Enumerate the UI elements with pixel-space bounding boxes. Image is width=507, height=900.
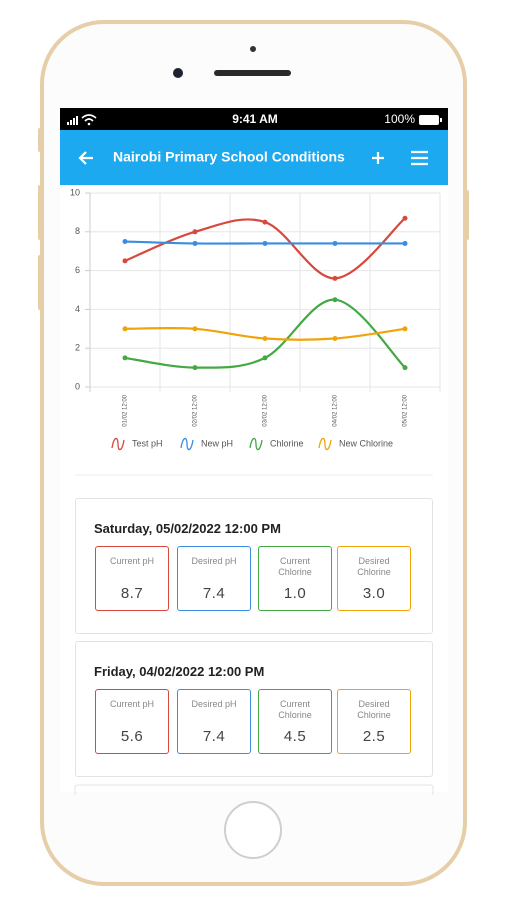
y-tick-label: 6: [75, 265, 80, 275]
legend-icon: [249, 437, 263, 451]
point: [402, 240, 408, 246]
tile-value: 1.0: [283, 585, 307, 602]
tile-label: Current pH: [109, 699, 154, 709]
point: [332, 240, 338, 246]
tile-value: 7.4: [202, 728, 226, 745]
point: [122, 355, 128, 361]
reading-card: Friday, 04/02/2022 12:00 PM Current pH 5.6…: [75, 641, 433, 777]
legend-label: New Chlorine: [339, 438, 393, 448]
legend-icon: [180, 437, 194, 451]
tile-value: 7.4: [202, 585, 226, 602]
home-button[interactable]: [224, 801, 282, 859]
add-button[interactable]: [372, 152, 384, 164]
tile-value: 3.0: [362, 585, 386, 602]
status-bar: [60, 108, 448, 130]
x-tick-label: 02/02 12:00: [193, 394, 199, 426]
point: [332, 297, 338, 303]
reading-heading: Saturday, 05/02/2022 12:00 PM: [94, 521, 281, 536]
point: [262, 355, 268, 361]
camera: [173, 68, 183, 78]
y-tick-label: 10: [70, 187, 80, 197]
y-tick-label: 2: [75, 343, 80, 353]
tile-label: Current pH: [109, 556, 154, 566]
tile-label: Desired pH: [191, 556, 237, 566]
legend-icon: [318, 437, 332, 451]
y-tick-label: 8: [75, 226, 80, 236]
legend-label: Test pH: [132, 438, 163, 448]
x-tick-label: 03/02 12:00: [263, 394, 269, 426]
point: [192, 326, 198, 332]
y-tick-label: 4: [75, 304, 80, 314]
tile-label: Desired Chlorine: [357, 699, 391, 720]
menu-button[interactable]: [411, 150, 428, 166]
tile-value: 4.5: [283, 728, 307, 745]
point: [262, 336, 268, 341]
status-time: 9:41 AM: [232, 112, 278, 126]
reading-heading: Friday, 04/02/2022 12:00 PM: [94, 664, 265, 679]
tile-label: Desired pH: [191, 699, 237, 709]
point: [332, 275, 338, 281]
point: [262, 240, 268, 246]
x-tick-label: 04/02 12:00: [333, 394, 339, 426]
point: [122, 326, 128, 332]
reading-tile: Desired Chlorine 2.5: [337, 689, 411, 754]
point: [402, 365, 408, 371]
back-button[interactable]: [78, 151, 93, 165]
battery-level: 100%: [384, 112, 415, 126]
wifi-icon: [87, 122, 91, 126]
wifi-icon: [81, 114, 97, 122]
x-tick-label: 01/02 12:00: [123, 394, 129, 426]
legend-icon: [111, 437, 125, 451]
reading-tile: Current pH 5.6: [95, 689, 169, 754]
point: [262, 219, 268, 225]
line: [124, 298, 406, 369]
card: [74, 784, 434, 795]
tile-value: 8.7: [120, 585, 144, 602]
point: [192, 240, 198, 246]
point: [402, 326, 408, 332]
signal-icon: [67, 116, 78, 125]
point: [122, 258, 128, 264]
battery-icon: [440, 118, 442, 122]
point: [122, 239, 128, 244]
tile-value: 5.6: [120, 728, 144, 745]
speaker: [214, 70, 291, 76]
legend-label: New pH: [201, 438, 233, 448]
point: [192, 365, 198, 371]
legend-label: Chlorine: [270, 438, 304, 448]
sensor: [250, 46, 256, 52]
reading-tile: Desired Chlorine 3.0: [337, 546, 411, 611]
point: [332, 336, 338, 341]
reading-tile: Desired pH 7.4: [177, 546, 251, 611]
reading-tile: Desired pH 7.4: [177, 689, 251, 754]
reading-tile: Current pH 8.7: [95, 546, 169, 611]
tile-label: Current Chlorine: [278, 699, 312, 720]
reading-tile: Current Chlorine 1.0: [258, 546, 332, 611]
x-tick-label: 05/02 12:00: [403, 394, 409, 426]
line: [124, 217, 406, 280]
point: [402, 215, 408, 221]
point: [192, 229, 198, 235]
tile-label: Current Chlorine: [278, 556, 312, 577]
reading-tile: Current Chlorine 4.5: [258, 689, 332, 754]
tile-value: 2.5: [362, 728, 386, 745]
tile-label: Desired Chlorine: [357, 556, 391, 577]
reading-card: Saturday, 05/02/2022 12:00 PM Current pH 8…: [75, 498, 433, 634]
battery-icon: [419, 115, 439, 125]
app-title: Nairobi Primary School Conditions: [113, 149, 345, 165]
y-tick-label: 0: [75, 381, 80, 391]
chart: 0 2 4 6 8 10 01/02 12:00 02/02 12:00 03/02 12:00…: [70, 187, 441, 451]
